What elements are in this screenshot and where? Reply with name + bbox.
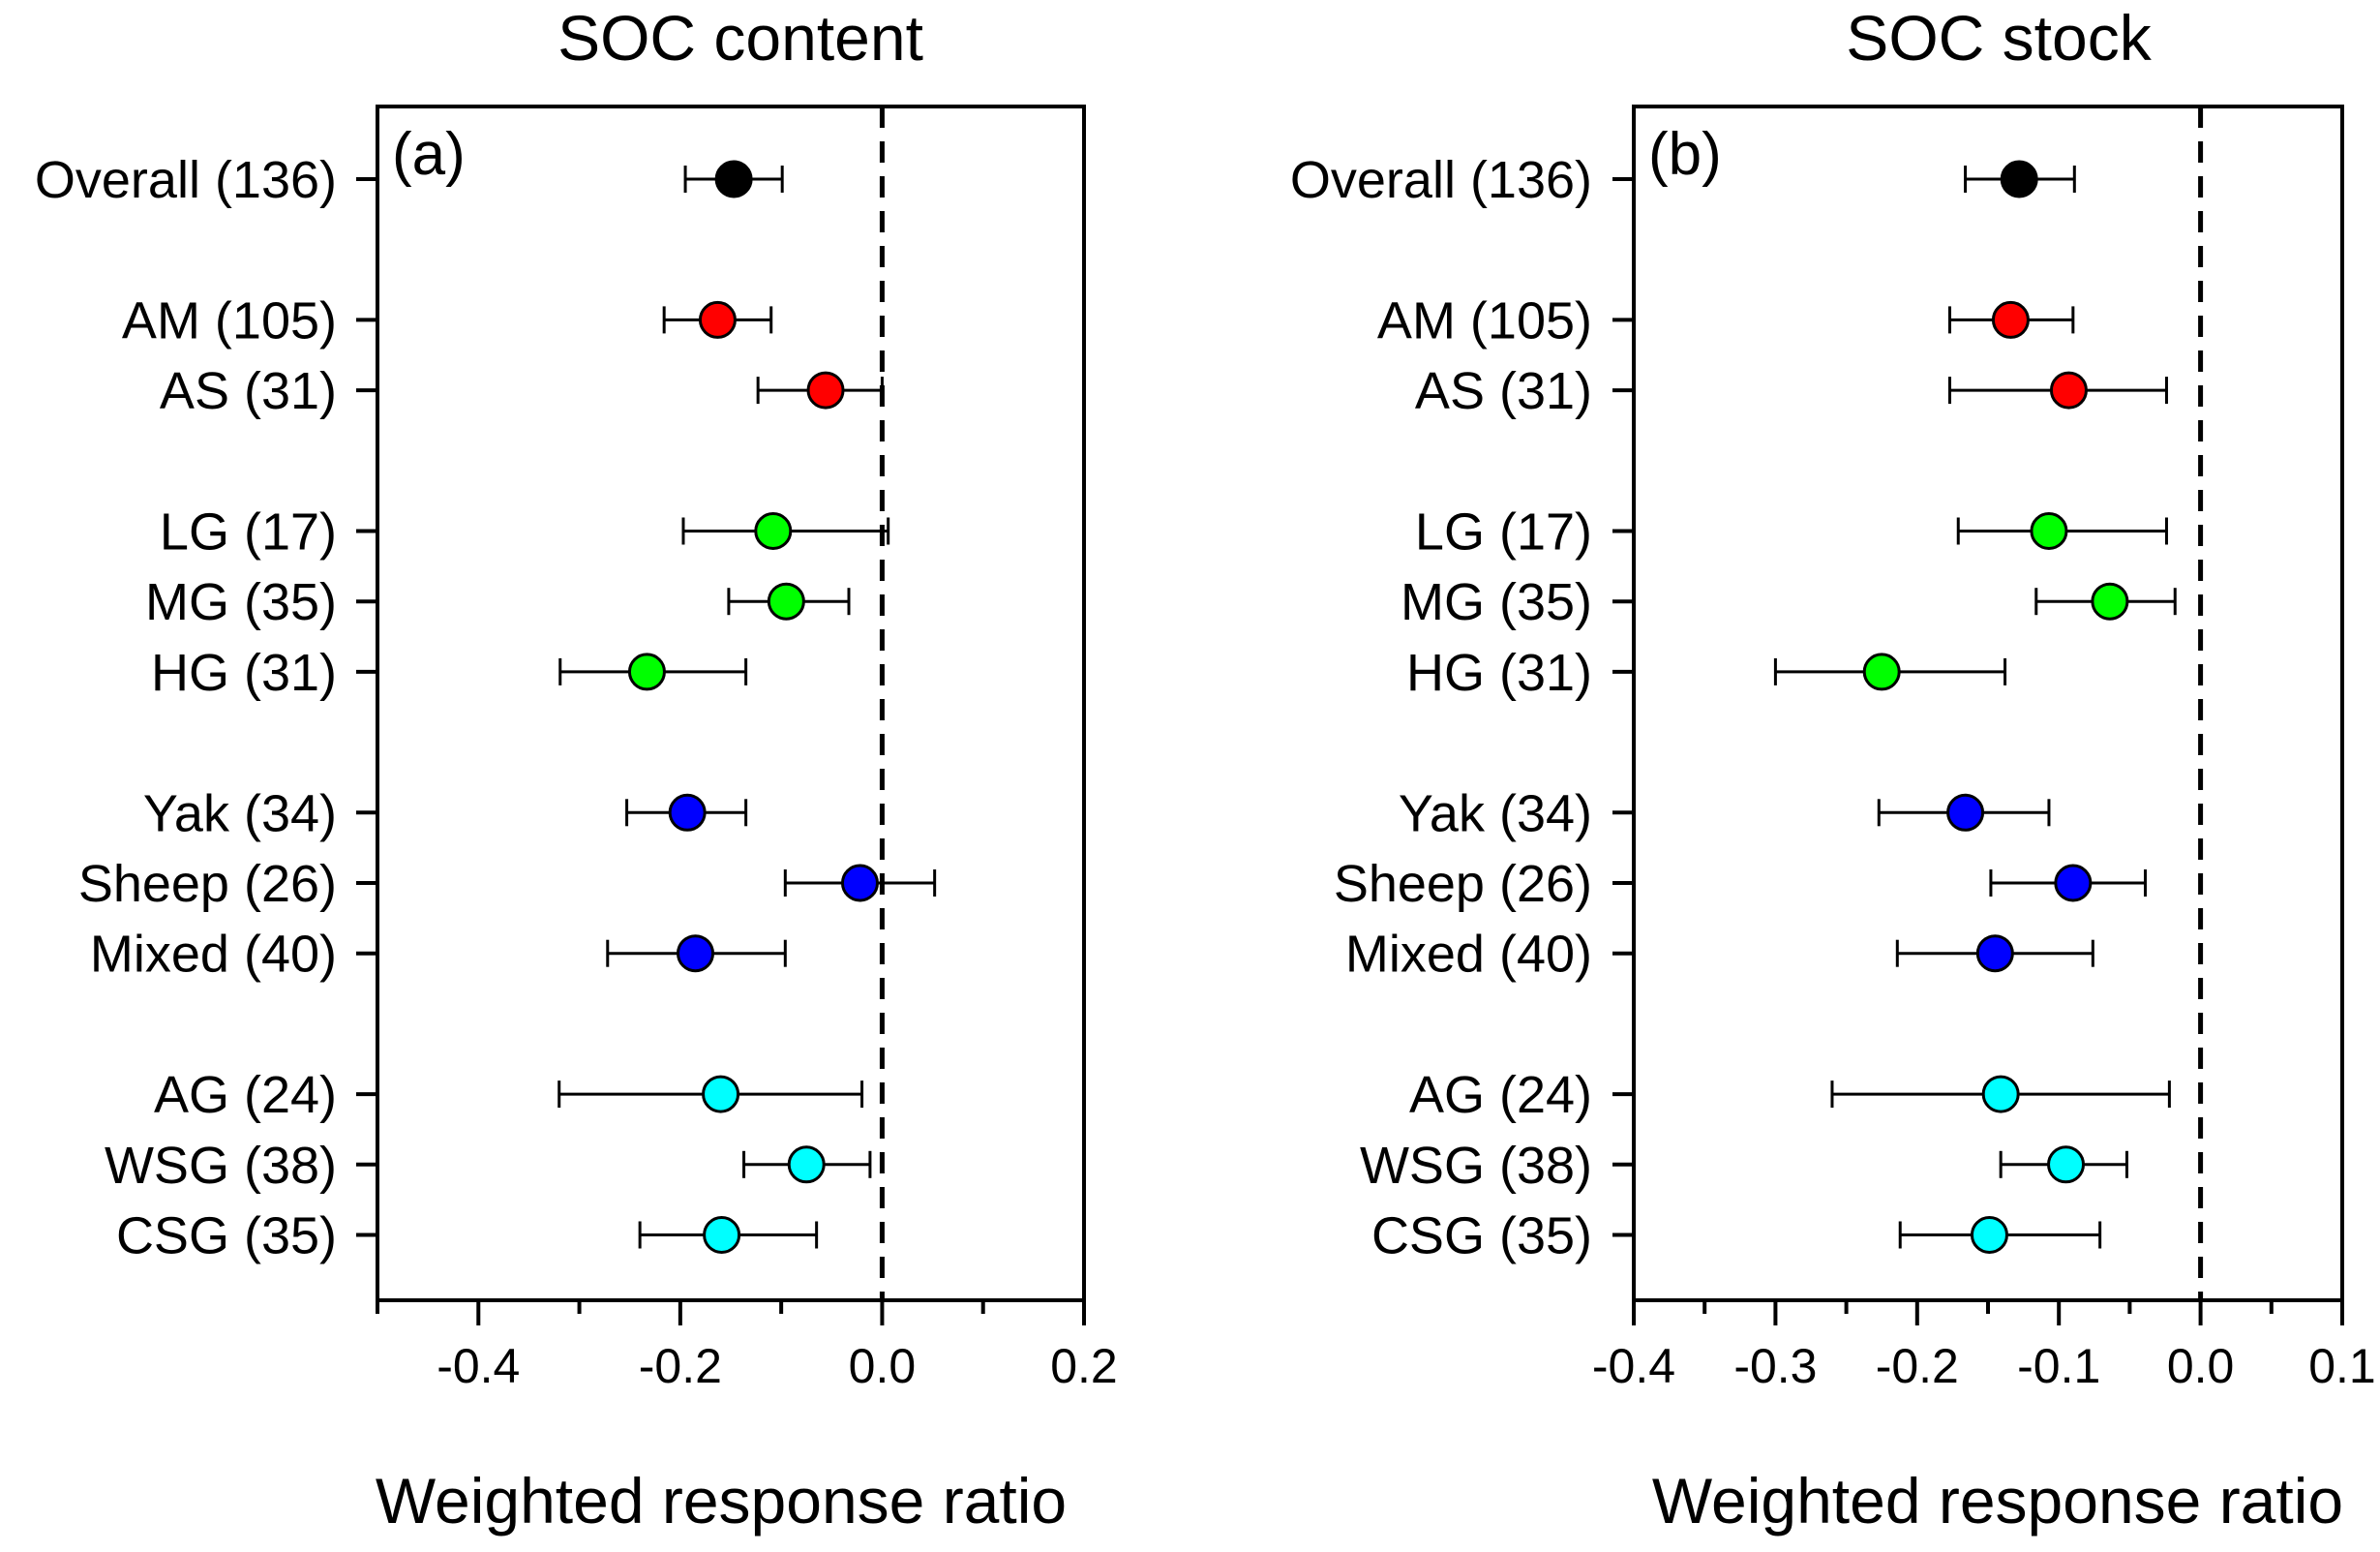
x-tick-label: 0.0 [849,1339,917,1393]
x-tick-label: 0.2 [1050,1339,1118,1393]
mean-marker [1970,1216,2008,1254]
category-label: AS (31) [1415,362,1592,420]
mean-marker [703,1216,741,1254]
x-tick-label: 0.0 [2167,1339,2235,1393]
panel-b: SOC stock (b) -0.4 -0.3 -0.2 -0.1 0.0 0.1 Weight… [1290,2,2376,1537]
category-label: Mixed (40) [1345,926,1592,984]
mean-marker [1991,300,2030,339]
category-label: WSG (38) [1360,1137,1592,1195]
category-label: AG (24) [154,1066,337,1124]
panel-title: SOC stock [1846,2,2152,74]
category-label: Mixed (40) [90,926,337,984]
category-label: Yak (34) [1399,784,1592,842]
mean-marker [1981,1075,2020,1113]
category-label: Sheep (26) [1334,855,1592,913]
mean-marker [698,300,737,339]
panel-letter: (a) [392,121,466,188]
x-tick-label: -0.1 [2017,1339,2100,1393]
category-label: LG (17) [160,503,337,562]
x-axis-label: Weighted response ratio [1652,1465,2343,1537]
mean-marker [2030,512,2068,550]
category-label: HG (31) [1406,644,1592,702]
mean-marker [1975,934,2014,973]
mean-marker [2000,160,2038,198]
panel-a: SOC content (a) -0.4 -0.2 0.0 0.2 Weighted res… [35,2,1118,1537]
plot-frame [1632,105,2344,1302]
mean-marker [668,793,707,832]
category-label: AM (105) [1377,291,1592,350]
plot-frame [376,105,1086,1302]
mean-marker [2047,1145,2086,1184]
mean-marker [787,1145,826,1184]
x-tick-label: -0.2 [1876,1339,1959,1393]
x-tick-label: 0.1 [2308,1339,2376,1393]
category-label: Sheep (26) [78,855,337,913]
x-axis-label: Weighted response ratio [376,1465,1067,1537]
mean-marker [1862,653,1901,691]
mean-marker [806,371,845,410]
category-label: Overall (136) [1290,151,1592,209]
category-label: LG (17) [1415,503,1592,562]
x-tick-label: -0.2 [639,1339,722,1393]
category-label: Yak (34) [143,784,337,842]
mean-marker [714,160,753,198]
panel-letter: (b) [1648,121,1722,188]
x-tick-label: -0.4 [1592,1339,1675,1393]
panel-title: SOC content [557,2,923,74]
mean-marker [702,1075,740,1113]
mean-marker [754,512,793,550]
mean-marker [767,582,805,621]
category-label: HG (31) [151,644,337,702]
mean-marker [2054,864,2093,902]
mean-marker [1946,793,1985,832]
category-label: CSG (35) [116,1207,337,1265]
category-label: MG (35) [1401,573,1592,631]
x-tick-label: -0.4 [437,1339,520,1393]
mean-marker [2049,371,2088,410]
x-tick-label: -0.3 [1733,1339,1817,1393]
mean-marker [840,864,879,902]
mean-marker [677,934,714,973]
mean-marker [2091,582,2129,621]
category-label: MG (35) [145,573,337,631]
category-label: WSG (38) [105,1137,337,1195]
category-label: Overall (136) [35,151,337,209]
category-label: AM (105) [122,291,337,350]
mean-marker [627,653,666,691]
category-label: CSG (35) [1371,1207,1592,1265]
category-label: AS (31) [160,362,337,420]
category-label: AG (24) [1409,1066,1592,1124]
